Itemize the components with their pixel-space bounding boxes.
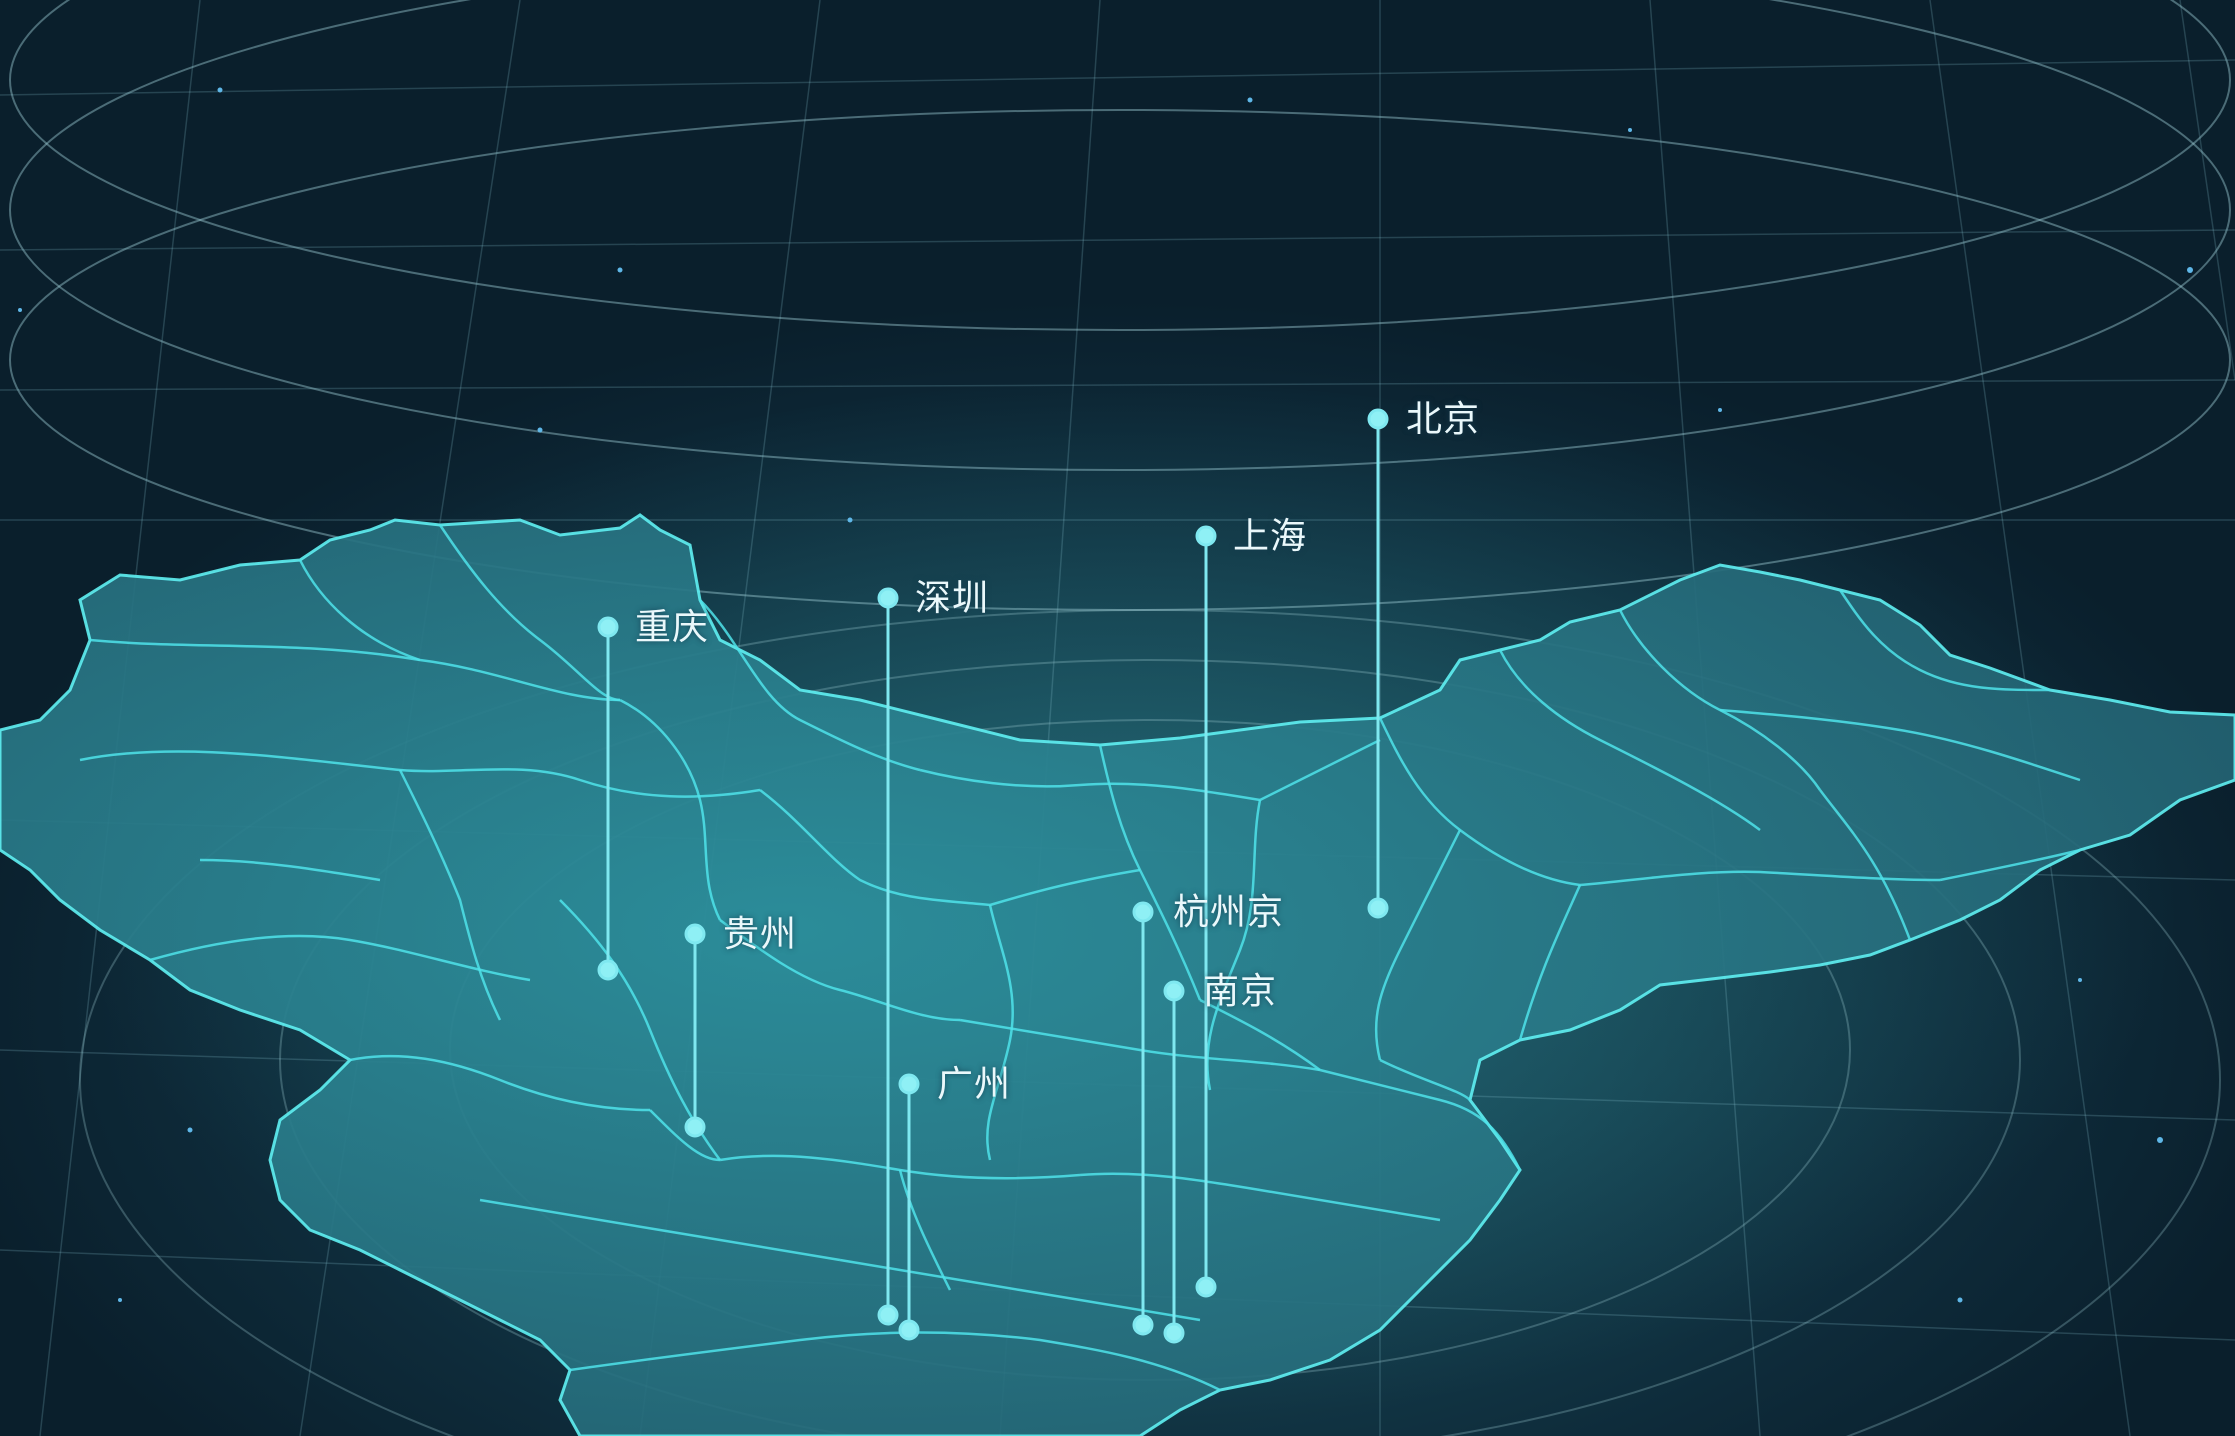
- city-label-shanghai[interactable]: 上海: [1233, 516, 1308, 557]
- pin-shenzhen[interactable]: [877, 587, 899, 1326]
- orbit-rings-upper: [9, 0, 2231, 611]
- city-label-hangzhoujing[interactable]: 杭州京: [1173, 892, 1285, 933]
- star-field: [18, 87, 2193, 1303]
- pin-guangzhou[interactable]: [898, 1073, 920, 1341]
- city-pins: [597, 408, 1389, 1344]
- pin-nanjing[interactable]: [1163, 980, 1185, 1344]
- pin-guizhou[interactable]: [684, 923, 706, 1138]
- pin-shanghai[interactable]: [1195, 525, 1217, 1298]
- city-label-beijing[interactable]: 北京: [1406, 399, 1481, 440]
- pin-beijing[interactable]: [1367, 408, 1389, 919]
- city-label-guizhou[interactable]: 贵州: [723, 914, 798, 955]
- pin-hangzhoujing[interactable]: [1132, 901, 1154, 1336]
- province-boundaries: [79, 524, 2081, 1392]
- city-label-chongqing[interactable]: 重庆: [635, 607, 710, 648]
- city-label-shenzhen[interactable]: 深圳: [915, 578, 990, 619]
- pin-chongqing[interactable]: [597, 616, 619, 981]
- city-label-nanjing[interactable]: 南京: [1203, 971, 1278, 1012]
- china-landmass: [0, 513, 2235, 1436]
- city-label-guangzhou[interactable]: 广州: [937, 1064, 1012, 1105]
